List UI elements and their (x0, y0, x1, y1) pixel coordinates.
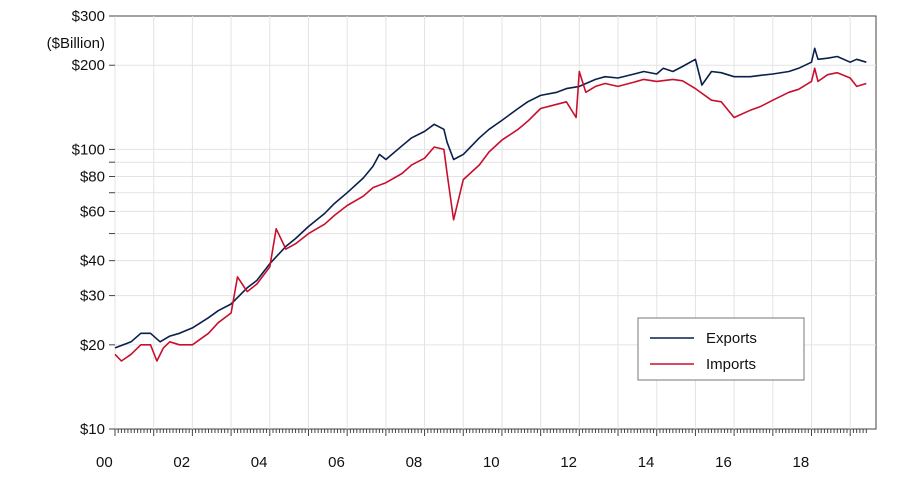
y-tick-label: $40 (80, 253, 105, 270)
y-tick-label: $100 (72, 141, 105, 158)
series-line-exports (114, 47, 867, 349)
x-tick-label: 08 (406, 454, 423, 471)
label-layer: $10 $20 $30 $40 $60 $80 $100 $200 $300 ($Billion)… (47, 8, 810, 471)
y-tick-label: $30 (80, 288, 105, 305)
x-tick-label: 06 (328, 454, 345, 471)
legend-label-exports: Exports (706, 330, 757, 347)
y-axis-label: ($Billion) (47, 35, 105, 52)
grid-layer (114, 15, 877, 430)
y-tick-label: $10 (80, 421, 105, 438)
x-tick-label: 14 (638, 454, 655, 471)
axis-layer (109, 15, 867, 436)
x-tick-label: 16 (715, 454, 732, 471)
y-tick-label: $300 (72, 8, 105, 25)
y-tick-label: $60 (80, 203, 105, 220)
x-tick-label: 18 (793, 454, 810, 471)
x-tick-label: 04 (251, 454, 268, 471)
legend-box (637, 317, 805, 381)
y-tick-label: $80 (80, 168, 105, 185)
x-tick-label: 12 (560, 454, 577, 471)
x-tick-label: 02 (173, 454, 190, 471)
x-tick-label: 00 (96, 454, 113, 471)
y-tick-label: $20 (80, 337, 105, 354)
x-tick-label: 10 (483, 454, 500, 471)
series-line-imports (114, 67, 867, 362)
legend-label-imports: Imports (706, 356, 756, 373)
series-layer (114, 47, 867, 362)
legend: Exports Imports (637, 317, 805, 381)
y-tick-label: $200 (72, 57, 105, 74)
